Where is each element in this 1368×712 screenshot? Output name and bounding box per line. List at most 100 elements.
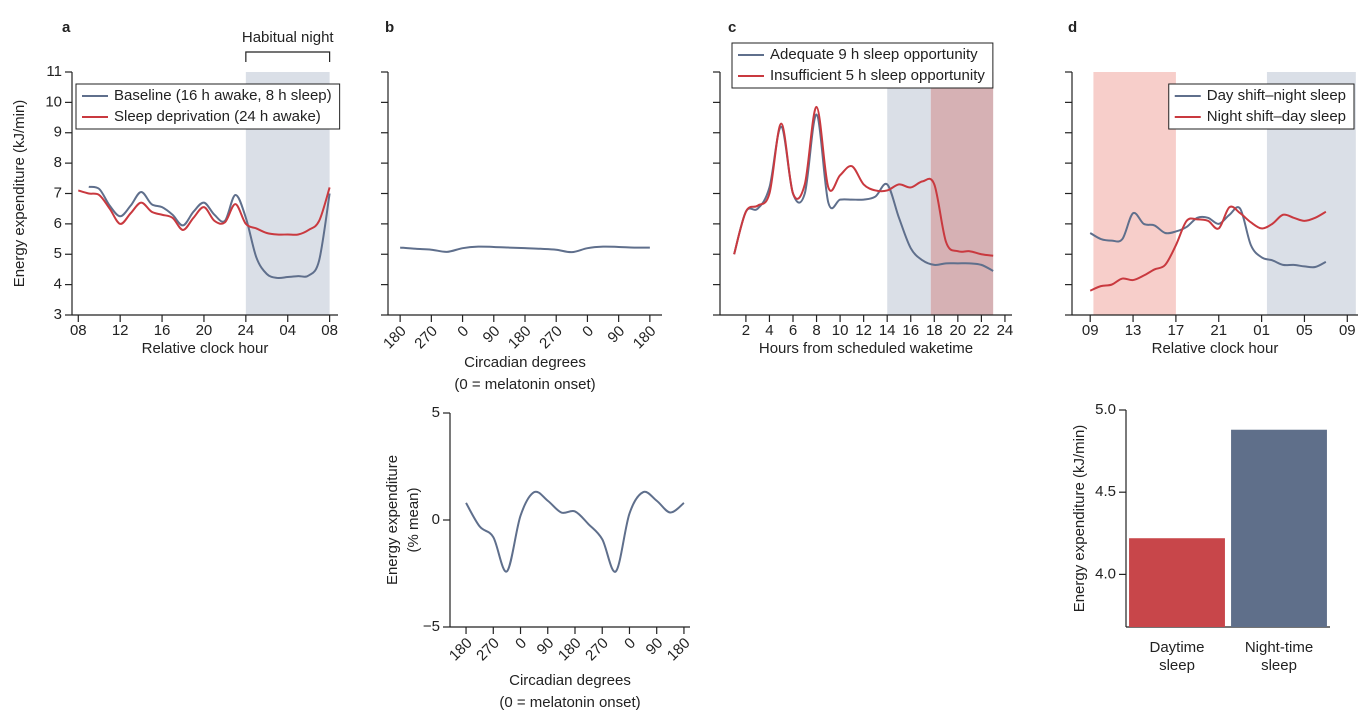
series-line	[465, 490, 685, 573]
x-tick-label: 05	[1296, 322, 1313, 339]
panel-label: c	[728, 19, 736, 36]
x-tick-label: 24	[997, 322, 1014, 339]
x-tick-label: 01	[1253, 322, 1270, 339]
series-line	[1089, 206, 1327, 269]
x-tick-label: 0	[579, 323, 597, 341]
x-tick-label: 2	[742, 322, 750, 339]
y-axis-label: Energy expenditure (kJ/min)	[1071, 425, 1088, 613]
x-tick-label: Daytime	[1149, 639, 1204, 656]
x-tick-label: 17	[1168, 322, 1185, 339]
x-tick-label: 180	[380, 323, 410, 353]
x-tick-label: 0	[454, 323, 472, 341]
x-tick-label: 21	[1210, 322, 1227, 339]
panel-label: a	[62, 19, 71, 36]
x-axis-label: (0 = melatonin onset)	[454, 376, 595, 393]
x-tick-label: 20	[196, 322, 213, 339]
series-line	[1089, 205, 1327, 292]
x-axis-label: Relative clock hour	[142, 340, 269, 357]
x-tick-label: 4	[765, 322, 773, 339]
y-axis-label: Energy expenditure	[384, 455, 401, 585]
series-line	[77, 187, 331, 236]
x-tick-label: 09	[1082, 322, 1099, 339]
x-tick-label: sleep	[1159, 657, 1195, 674]
x-tick-label: 12	[112, 322, 129, 339]
x-tick-label: 16	[902, 322, 919, 339]
x-axis-label: (0 = melatonin onset)	[499, 694, 640, 711]
y-tick-label: 4.0	[1095, 565, 1116, 582]
x-tick-label: 10	[832, 322, 849, 339]
x-tick-label: 270	[582, 635, 612, 665]
x-tick-label: 270	[411, 323, 441, 353]
x-tick-label: 08	[70, 322, 87, 339]
x-tick-label: 18	[926, 322, 943, 339]
x-tick-label: 24	[237, 322, 254, 339]
legend-label: Baseline (16 h awake, 8 h sleep)	[114, 87, 332, 104]
x-tick-label: 180	[505, 323, 535, 353]
y-axis-label: (% mean)	[405, 487, 422, 552]
bracket	[245, 51, 331, 62]
bar	[1129, 538, 1225, 627]
x-tick-label: 0	[621, 635, 639, 653]
y-tick-label: 5	[432, 404, 440, 421]
series-line	[88, 185, 331, 280]
series-line	[733, 105, 994, 257]
x-tick-label: 09	[1339, 322, 1356, 339]
x-tick-label: 0	[512, 635, 530, 653]
x-tick-label: 08	[321, 322, 338, 339]
x-tick-label: 90	[534, 635, 558, 659]
legend-box	[731, 42, 994, 89]
shaded-region	[887, 72, 931, 315]
x-tick-label: 180	[664, 635, 694, 665]
legend-label: Sleep deprivation (24 h awake)	[114, 108, 321, 125]
y-tick-label: 9	[54, 124, 62, 141]
x-axis-label: Relative clock hour	[1152, 340, 1279, 357]
y-tick-label: 0	[432, 511, 440, 528]
legend: Baseline (16 h awake, 8 h sleep) Sleep de…	[75, 83, 341, 130]
x-tick-label: 14	[879, 322, 896, 339]
x-tick-label: 04	[279, 322, 296, 339]
y-tick-label: −5	[423, 618, 440, 635]
legend-label: Day shift–night sleep	[1207, 87, 1346, 104]
bar	[1231, 429, 1327, 627]
y-tick-label: 5.0	[1095, 401, 1116, 418]
y-tick-label: 11	[46, 63, 62, 80]
legend-label: Adequate 9 h sleep opportunity	[770, 46, 978, 63]
panel-label: b	[385, 19, 394, 36]
x-axis-label: Hours from scheduled waketime	[759, 340, 973, 357]
x-tick-label: 6	[789, 322, 797, 339]
y-tick-label: 7	[54, 184, 62, 201]
x-tick-label: 180	[555, 635, 585, 665]
x-tick-label: 12	[855, 322, 872, 339]
y-tick-label: 10	[45, 93, 62, 110]
annotation: Habitual night	[242, 29, 335, 46]
x-axis-label: Circadian degrees	[509, 672, 631, 689]
shaded-region	[1093, 72, 1176, 315]
x-tick-label: 90	[480, 323, 504, 347]
y-tick-label: 6	[54, 215, 62, 232]
y-tick-label: 3	[54, 306, 62, 323]
x-tick-label: Night-time	[1245, 639, 1313, 656]
x-tick-label: 20	[949, 322, 966, 339]
y-tick-label: 4	[54, 276, 62, 293]
y-tick-label: 5	[54, 245, 62, 262]
legend: Adequate 9 h sleep opportunity Insufficie…	[731, 42, 994, 89]
legend-box	[75, 83, 341, 130]
x-tick-label: 180	[630, 323, 660, 353]
series-line	[400, 245, 650, 254]
legend-box	[1168, 83, 1355, 130]
x-tick-label: 270	[473, 635, 503, 665]
panel-label: d	[1068, 19, 1077, 36]
x-tick-label: 270	[536, 323, 566, 353]
y-axis-label: Energy expenditure (kJ/min)	[11, 100, 28, 288]
x-tick-label: 13	[1125, 322, 1142, 339]
x-tick-label: 90	[643, 635, 667, 659]
x-tick-label: 180	[446, 635, 476, 665]
shaded-region	[930, 72, 994, 315]
x-axis-label: Circadian degrees	[464, 354, 586, 371]
x-tick-label: 8	[812, 322, 820, 339]
legend: Day shift–night sleep Night shift–day sle…	[1168, 83, 1355, 130]
x-tick-label: 16	[154, 322, 171, 339]
x-tick-label: 90	[604, 323, 628, 347]
legend-label: Insufficient 5 h sleep opportunity	[770, 67, 985, 84]
